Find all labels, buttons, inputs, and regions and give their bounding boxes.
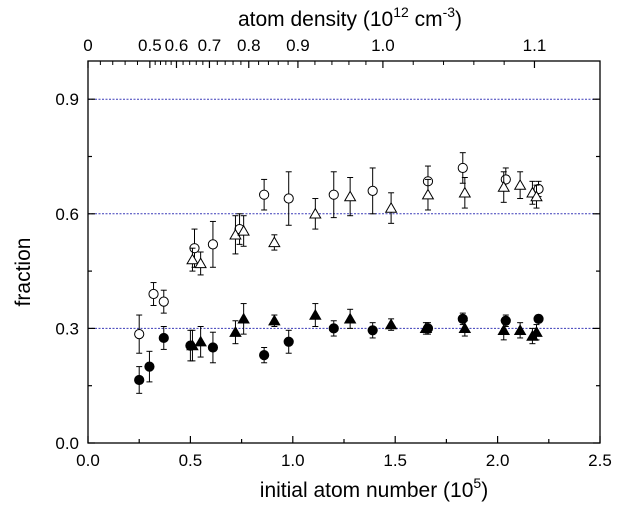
x-axis-label-exponent: 5: [473, 475, 481, 491]
top-tick-label: 0.5: [138, 36, 162, 55]
data-point: [328, 323, 339, 334]
data-point: [259, 189, 270, 200]
data-point: [328, 189, 339, 200]
y-tick-label: 0.0: [55, 434, 79, 453]
data-point: [513, 178, 527, 190]
top-axis-label-unit-exponent: -3: [443, 4, 456, 20]
data-point: [384, 318, 398, 330]
data-point: [533, 313, 544, 324]
data-point: [458, 186, 472, 198]
data-point: [530, 190, 543, 202]
data-point: [158, 296, 169, 307]
x-tick-label: 1.0: [281, 451, 305, 470]
top-tick-label: 0.9: [286, 36, 310, 55]
data-point: [268, 314, 281, 326]
plot-frame: [87, 60, 601, 444]
data-point: [283, 336, 294, 347]
top-axis-ticks: 0 0.5 0.6 0.7 0.8 0.9 1.0 1.1: [83, 36, 546, 68]
data-point: [367, 325, 378, 336]
series-circle-filled: [134, 312, 544, 394]
y-tick-label: 0.9: [55, 90, 79, 109]
data-point: [158, 332, 169, 344]
reference-lines: [88, 98, 600, 329]
data-point: [530, 326, 543, 337]
data-point: [194, 335, 207, 347]
data-point: [134, 329, 145, 340]
data-point: [419, 322, 433, 334]
data-point: [186, 253, 199, 265]
series-triangle-open: [186, 171, 543, 276]
data-point: [421, 188, 435, 200]
x-axis-label: initial atom number (105): [260, 475, 488, 502]
data-point: [309, 207, 322, 219]
series-triangle-filled: [186, 303, 543, 362]
top-tick-label: 0.7: [198, 36, 222, 55]
data-series: [134, 152, 544, 394]
data-point: [237, 224, 250, 236]
data-point: [207, 342, 219, 353]
data-point: [513, 324, 527, 335]
data-point: [343, 312, 357, 324]
data-point: [229, 228, 242, 240]
top-tick-label: 0.8: [237, 36, 261, 55]
x-tick-label: 2.0: [486, 451, 510, 470]
top-tick-label: 1.1: [523, 36, 547, 55]
data-point: [500, 174, 511, 185]
data-point: [497, 324, 511, 335]
x-axis-ticks: 0.0 0.5 1.0 1.5 2.0 2.5: [76, 436, 612, 470]
data-point: [497, 180, 511, 192]
top-axis-label-exponent: 12: [393, 4, 409, 20]
x-tick-label: 0.0: [76, 451, 100, 470]
data-point: [134, 374, 145, 386]
data-point: [259, 350, 270, 361]
y-axis-ticks: 0.0 0.3 0.6 0.9: [55, 90, 600, 453]
data-point: [283, 193, 294, 204]
data-point: [229, 326, 242, 337]
data-point: [237, 312, 250, 324]
top-tick-label: 1.0: [371, 36, 395, 55]
top-axis-label: atom density (1012 cm-3): [238, 4, 462, 31]
data-point: [186, 339, 199, 351]
data-point: [367, 185, 378, 196]
top-tick-label: 0: [83, 36, 92, 55]
data-point: [457, 313, 468, 324]
data-point: [309, 308, 322, 320]
y-axis-label: fraction: [12, 238, 35, 307]
data-point: [207, 239, 219, 250]
data-point: [458, 322, 472, 334]
x-tick-label: 1.5: [383, 451, 407, 470]
top-tick-label: 0.6: [165, 36, 189, 55]
data-point: [148, 288, 159, 300]
data-point: [194, 257, 207, 269]
series-circle-open: [134, 152, 544, 354]
x-tick-label: 2.5: [588, 451, 612, 470]
data-point: [144, 361, 155, 372]
data-point: [343, 190, 357, 202]
data-point: [268, 236, 281, 248]
x-tick-label: 0.5: [179, 451, 203, 470]
data-point: [384, 201, 398, 213]
y-tick-label: 0.3: [55, 319, 79, 338]
data-point: [457, 162, 468, 174]
y-tick-label: 0.6: [55, 205, 79, 224]
